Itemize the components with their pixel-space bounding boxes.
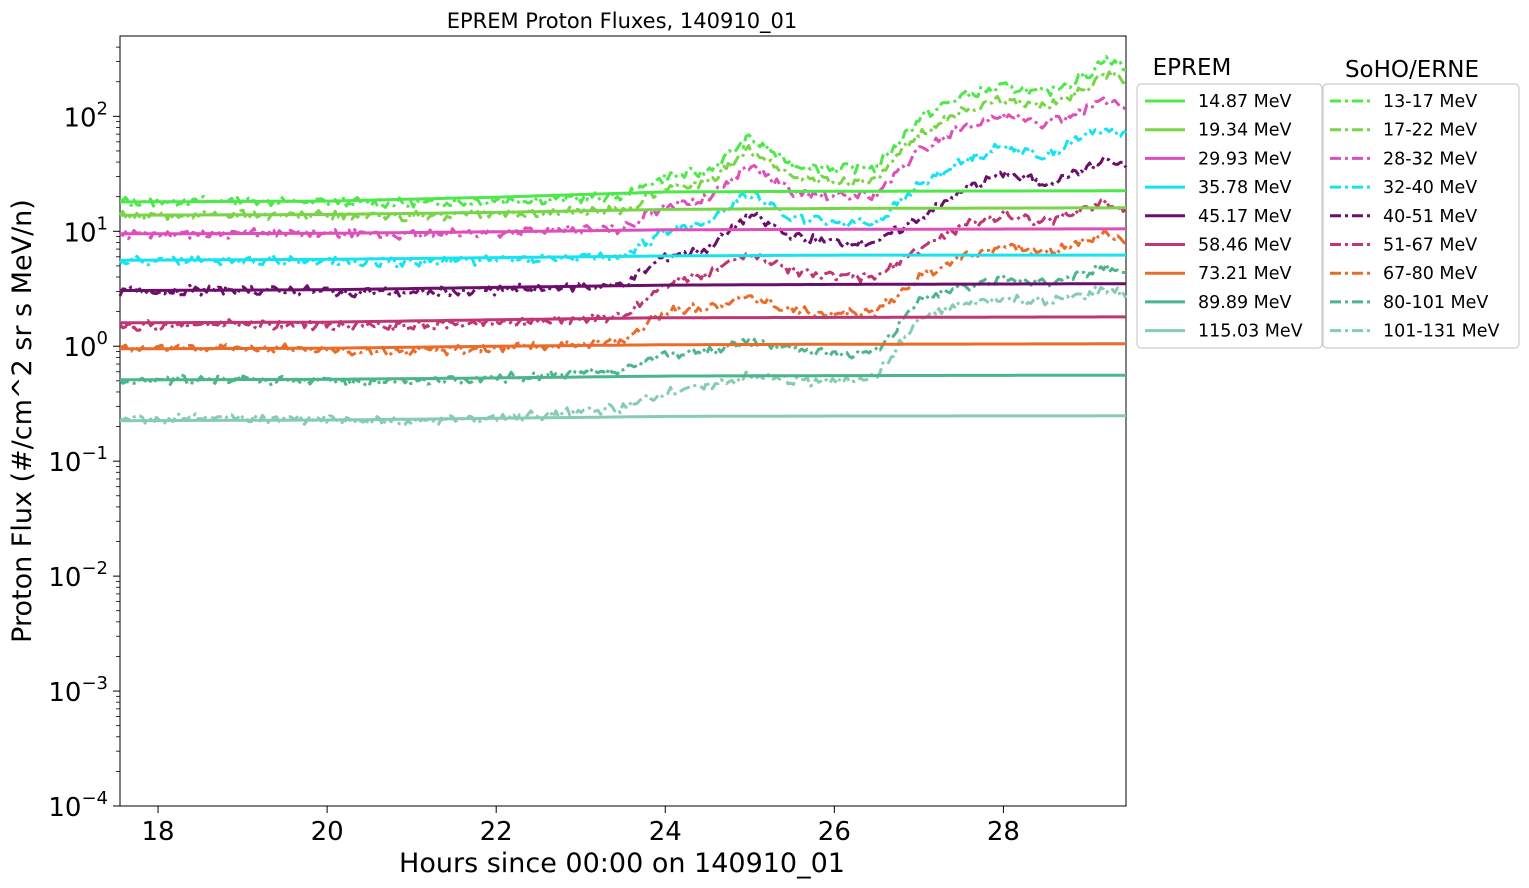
legend-eprem-label: 115.03 MeV (1198, 322, 1303, 342)
y-tick-label: 10−3 (48, 673, 108, 708)
legend: EPREM SoHO/ERNE 14.87 MeV 19.34 MeV 29.93 … (1136, 55, 1520, 349)
y-tick-base: 10 (48, 448, 81, 478)
y-tick-label: 100 (63, 328, 108, 363)
legend-erne-label: 40-51 MeV (1383, 207, 1477, 227)
chart-title: EPREM Proton Fluxes, 140910_01 (447, 9, 798, 34)
y-tick-base: 10 (63, 333, 96, 363)
legend-erne-label: 67-80 MeV (1383, 264, 1477, 284)
legend-erne-label: 80-101 MeV (1383, 293, 1488, 313)
eprem-series-line (120, 227, 1127, 236)
x-axis-label: Hours since 00:00 on 140910_01 (399, 848, 845, 879)
eprem-series-line (120, 189, 1126, 204)
legend-eprem-label: 14.87 MeV (1198, 92, 1292, 112)
x-tick-label: 20 (311, 817, 344, 847)
legend-erne-entries: 13-17 MeV 17-22 MeV 28-32 MeV 32-40 MeV 40-5… (1330, 92, 1500, 342)
y-axis-label: Proton Flux (#/cm^2 sr s MeV/n) (7, 199, 38, 643)
y-tick-base: 10 (48, 793, 81, 823)
eprem-series-line (119, 282, 1126, 293)
legend-erne-label: 28-32 MeV (1383, 149, 1477, 169)
x-tick-label: 26 (818, 817, 851, 847)
eprem-series-line (120, 253, 1126, 262)
y-tick-base: 10 (48, 678, 81, 708)
y-tick-exponent: 0 (97, 328, 108, 349)
series-layer (118, 55, 1128, 427)
legend-title-erne: SoHO/ERNE (1345, 57, 1479, 83)
eprem-series-line (120, 206, 1126, 217)
legend-eprem-label: 45.17 MeV (1198, 207, 1292, 227)
legend-eprem-label: 19.34 MeV (1198, 121, 1292, 141)
y-tick-exponent: −4 (81, 788, 108, 809)
y-tick-exponent: −2 (81, 558, 108, 579)
legend-eprem-entries: 14.87 MeV 19.34 MeV 29.93 MeV 35.78 MeV 45.1… (1145, 92, 1303, 342)
eprem-series-line (120, 342, 1126, 351)
y-tick-exponent: −3 (81, 673, 108, 694)
legend-erne-label: 51-67 MeV (1383, 236, 1477, 256)
y-tick-label: 10−4 (48, 788, 108, 823)
x-tick-label: 18 (141, 817, 174, 847)
erne-series-line (119, 230, 1128, 358)
erne-series-line (119, 285, 1128, 427)
legend-box-eprem (1136, 83, 1323, 349)
y-tick-exponent: 1 (97, 213, 108, 234)
y-tick-base: 10 (48, 563, 81, 593)
x-tick-label: 24 (649, 817, 682, 847)
legend-erne-label: 17-22 MeV (1383, 121, 1477, 141)
y-tick-exponent: 2 (97, 98, 108, 119)
y-tick-label: 102 (63, 98, 108, 133)
erne-series-line (118, 198, 1128, 333)
legend-erne-label: 13-17 MeV (1383, 92, 1477, 112)
x-axis: 18 20 22 24 26 28 (141, 806, 1020, 847)
legend-box-erne (1322, 83, 1520, 349)
eprem-series-line (120, 414, 1126, 423)
legend-title-eprem: EPREM (1153, 55, 1232, 81)
y-tick-label: 101 (63, 213, 108, 248)
legend-eprem-label: 73.21 MeV (1198, 264, 1292, 284)
eprem-series-line (120, 373, 1126, 382)
legend-eprem-label: 89.89 MeV (1198, 293, 1292, 313)
legend-erne-label: 32-40 MeV (1383, 178, 1477, 198)
legend-erne-label: 101-131 MeV (1383, 322, 1500, 342)
x-tick-label: 28 (987, 817, 1020, 847)
legend-eprem-label: 35.78 MeV (1198, 178, 1292, 198)
eprem-series-line (119, 315, 1126, 325)
y-tick-base: 10 (63, 103, 96, 133)
y-tick-label: 10−1 (48, 443, 108, 478)
legend-eprem-label: 29.93 MeV (1198, 149, 1292, 169)
x-tick-label: 22 (480, 817, 513, 847)
plot-area (118, 35, 1128, 807)
y-tick-base: 10 (63, 218, 96, 248)
y-tick-exponent: −1 (81, 443, 108, 464)
legend-eprem-label: 58.46 MeV (1198, 236, 1292, 256)
y-tick-label: 10−2 (48, 558, 108, 593)
erne-series-line (119, 127, 1127, 269)
